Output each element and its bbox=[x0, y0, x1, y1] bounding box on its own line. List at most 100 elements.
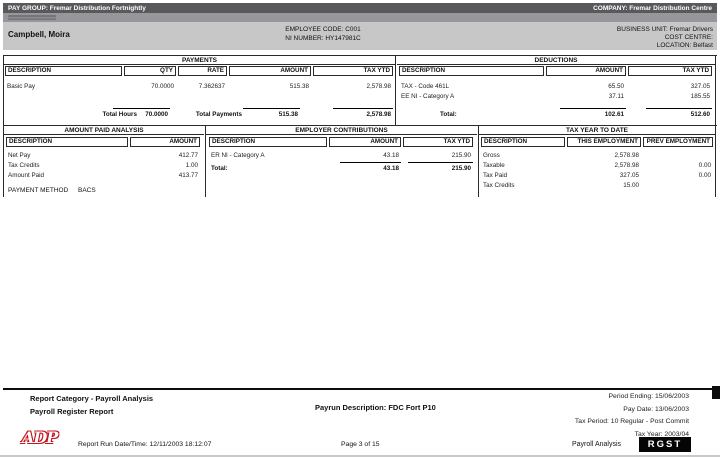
amount-paid-amount: 412.77 bbox=[178, 152, 198, 159]
page-edge-artifact bbox=[712, 386, 720, 399]
report-name: Payroll Register Report bbox=[30, 407, 114, 416]
deductions-col-taxytd: TAX YTD bbox=[628, 66, 712, 76]
deductions-total-label: Total: bbox=[440, 111, 457, 118]
deductions-title: DEDUCTIONS bbox=[397, 56, 715, 65]
ec-taxytd: 215.90 bbox=[451, 152, 471, 159]
deduction-taxytd: 185.55 bbox=[690, 93, 710, 100]
deduction-description: TAX - Code 461L bbox=[401, 83, 450, 90]
payments-col-qty: QTY bbox=[124, 66, 176, 76]
tax-year: Tax Year: 2003/04 bbox=[634, 430, 689, 438]
payrun-description: Payrun Description: FDC Fort P10 bbox=[315, 403, 436, 412]
tytd-this: 2,578.98 bbox=[614, 152, 639, 159]
sub-bar bbox=[3, 13, 717, 22]
tytd-this: 15.00 bbox=[623, 182, 639, 189]
payments-col-amount: AMOUNT bbox=[229, 66, 311, 76]
page-number: Page 3 of 15 bbox=[341, 441, 380, 448]
employee-ids: EMPLOYEE CODE: C001 NI NUMBER: HY147981C bbox=[218, 25, 428, 43]
ec-total-label: Total: bbox=[211, 165, 228, 172]
deductions-total-amount: 102.61 bbox=[560, 108, 626, 118]
location: LOCATION: Belfast bbox=[656, 42, 713, 49]
period-ending: Period Ending: 15/06/2003 bbox=[608, 393, 690, 400]
org-info: BUSINESS UNIT: Fremar Drivers COST CENTR… bbox=[617, 26, 713, 50]
amount-paid-title: AMOUNT PAID ANALYSIS bbox=[4, 126, 204, 135]
tytd-col-prev-employment: PREV EMPLOYMENT bbox=[643, 137, 713, 147]
ec-col-amount: AMOUNT bbox=[329, 137, 401, 147]
total-hours-value: 70.0000 bbox=[113, 108, 170, 118]
total-hours-label: Total Hours bbox=[102, 111, 137, 118]
tax-ytd-header-row: DESCRIPTION THIS EMPLOYMENT PREV EMPLOYM… bbox=[481, 137, 713, 147]
payments-col-description: DESCRIPTION bbox=[5, 66, 122, 76]
deduction-taxytd: 327.05 bbox=[690, 83, 710, 90]
deductions-row: EE NI - Category A 37.11 185.55 bbox=[399, 93, 713, 101]
grid-line-ec-tytd bbox=[478, 125, 479, 197]
sub-bar-tag bbox=[8, 15, 56, 20]
tax-period: Tax Period: 10 Regular - Post Commit bbox=[574, 418, 689, 425]
cost-centre: COST CENTRE: bbox=[664, 34, 713, 41]
top-bar: PAY GROUP: Fremar Distribution Fortnight… bbox=[3, 3, 717, 13]
deduction-description: EE NI - Category A bbox=[401, 93, 455, 100]
payments-row: Basic Pay 70.0000 7.362637 515.38 2,578.… bbox=[5, 83, 395, 91]
company-label: COMPANY: Fremar Distribution Centre bbox=[593, 4, 712, 12]
business-unit: BUSINESS UNIT: Fremar Drivers bbox=[616, 26, 713, 33]
amount-paid-header-row: DESCRIPTION AMOUNT bbox=[6, 137, 202, 147]
amount-paid-row: Amount Paid 413.77 bbox=[6, 172, 202, 180]
employer-contributions-header-row: DESCRIPTION AMOUNT TAX YTD bbox=[209, 137, 475, 147]
tax-ytd-row: Taxable 2,578.98 0.00 bbox=[481, 162, 713, 170]
tytd-description: Tax Paid bbox=[483, 172, 508, 179]
payments-row-amount: 515.38 bbox=[289, 83, 309, 90]
tytd-prev bbox=[643, 182, 713, 190]
tytd-description: Taxable bbox=[483, 162, 505, 169]
tax-ytd-row: Tax Paid 327.05 0.00 bbox=[481, 172, 713, 180]
ec-description: ER NI - Category A bbox=[211, 152, 265, 159]
payments-row-qty: 70.0000 bbox=[151, 83, 174, 90]
total-payments-label: Total Payments bbox=[195, 111, 242, 118]
amount-paid-col-description: DESCRIPTION bbox=[6, 137, 128, 147]
report-run-datetime: Report Run Date/Time: 12/11/2003 18:12:0… bbox=[78, 441, 212, 448]
employee-name: Campbell, Moira bbox=[8, 30, 70, 39]
payments-row-description: Basic Pay bbox=[7, 83, 35, 90]
employer-contributions-row: ER NI - Category A 43.18 215.90 bbox=[209, 152, 475, 160]
grid-line-top bbox=[3, 55, 717, 56]
amount-paid-row: Tax Credits 1.00 bbox=[6, 162, 202, 170]
deductions-col-description: DESCRIPTION bbox=[399, 66, 544, 76]
deductions-total-taxytd: 512.60 bbox=[646, 108, 712, 118]
employer-contributions-title: EMPLOYER CONTRIBUTIONS bbox=[206, 126, 477, 135]
tytd-prev bbox=[643, 152, 713, 160]
pay-group-label: PAY GROUP: Fremar Distribution Fortnight… bbox=[8, 4, 146, 12]
payments-col-rate: RATE bbox=[178, 66, 227, 76]
payments-title: PAYMENTS bbox=[4, 56, 395, 65]
tytd-this: 2,578.98 bbox=[614, 162, 639, 169]
amount-paid-row: Net Pay 412.77 bbox=[6, 152, 202, 160]
ec-total-taxytd: 215.90 bbox=[408, 162, 473, 172]
footer-period-block: Period Ending: 15/06/2003 Pay Date: 13/0… bbox=[575, 391, 689, 441]
employee-header-strip: Campbell, Moira EMPLOYEE CODE: C001 NI N… bbox=[3, 22, 717, 50]
payments-row-taxytd: 2,578.98 bbox=[366, 83, 391, 90]
tytd-col-this-employment: THIS EMPLOYMENT bbox=[567, 137, 641, 147]
total-payments-taxytd: 2,578.98 bbox=[333, 108, 393, 118]
tax-ytd-title: TAX YEAR TO DATE bbox=[479, 126, 715, 135]
deductions-col-amount: AMOUNT bbox=[546, 66, 626, 76]
ec-col-taxytd: TAX YTD bbox=[403, 137, 473, 147]
pay-date: Pay Date: 13/06/2003 bbox=[623, 405, 689, 413]
payment-method-label: PAYMENT METHOD bbox=[8, 187, 69, 194]
deductions-row: TAX - Code 461L 65.50 327.05 bbox=[399, 83, 713, 91]
amount-paid-description: Net Pay bbox=[8, 152, 31, 159]
grid-line-payments-deductions bbox=[395, 55, 396, 125]
deduction-amount: 37.11 bbox=[608, 93, 624, 100]
grid-line-right bbox=[715, 55, 716, 197]
report-code-badge: RGST bbox=[639, 437, 691, 452]
report-category: Report Category - Payroll Analysis bbox=[30, 394, 154, 403]
grid-line-left bbox=[3, 55, 4, 197]
tytd-prev: 0.00 bbox=[698, 172, 711, 179]
report-type-label: Payroll Analysis bbox=[572, 441, 622, 448]
employee-code: EMPLOYEE CODE: C001 bbox=[285, 26, 361, 33]
ec-col-description: DESCRIPTION bbox=[209, 137, 327, 147]
grid-line-apa-ec bbox=[205, 125, 206, 197]
amount-paid-amount: 1.00 bbox=[185, 162, 198, 169]
tytd-prev: 0.00 bbox=[698, 162, 711, 169]
total-payments-value: 515.38 bbox=[243, 108, 300, 118]
tytd-this: 327.05 bbox=[619, 172, 639, 179]
amount-paid-amount: 413.77 bbox=[178, 172, 198, 179]
payments-header-row: DESCRIPTION QTY RATE AMOUNT TAX YTD bbox=[5, 66, 395, 76]
